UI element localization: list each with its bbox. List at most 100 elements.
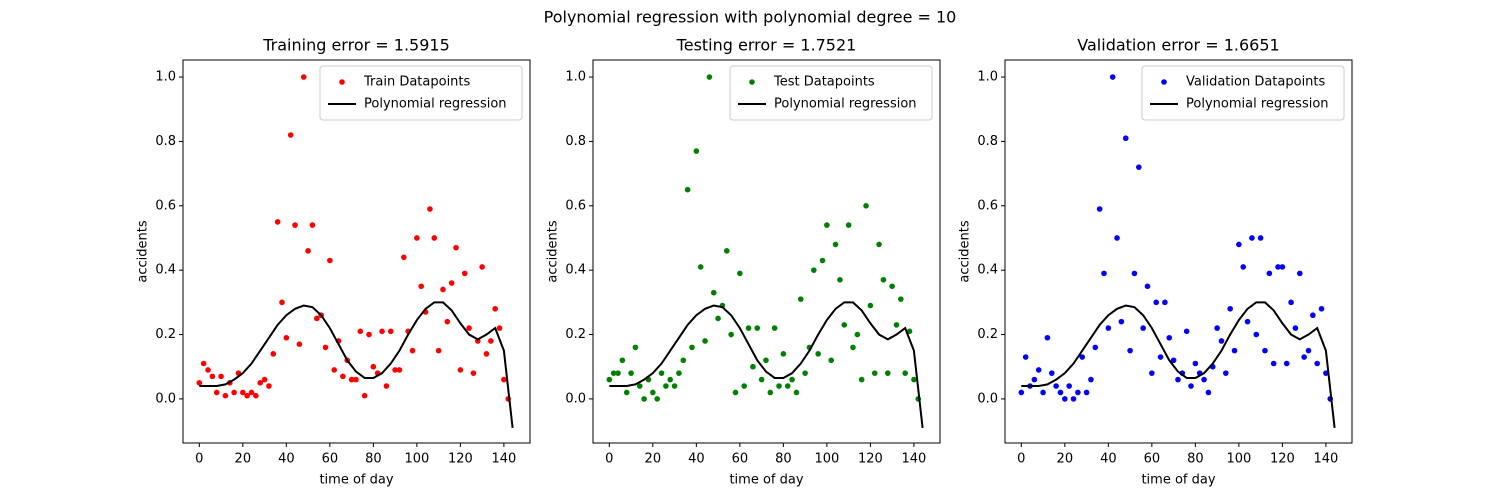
data-point <box>1188 383 1194 389</box>
data-point <box>427 206 433 212</box>
x-tick-label: 40 <box>278 452 295 467</box>
data-point <box>1079 354 1086 360</box>
data-point <box>1040 389 1046 396</box>
y-tick-label: 1.0 <box>565 70 586 85</box>
data-point <box>313 315 320 322</box>
data-point <box>1018 389 1025 396</box>
x-tick-label: 0 <box>605 452 613 467</box>
x-tick-label: 40 <box>688 452 705 467</box>
data-point <box>867 302 874 309</box>
legend: Validation Datapoints Polynomial regressi… <box>1141 65 1345 121</box>
data-point <box>1101 270 1107 277</box>
data-point <box>222 392 229 399</box>
y-axis-label: accidents <box>546 220 561 282</box>
data-point <box>1162 299 1168 306</box>
x-tick-label: 0 <box>1017 452 1025 467</box>
data-point <box>418 283 425 290</box>
data-point <box>1105 325 1112 331</box>
data-point <box>401 254 407 261</box>
legend-swatch <box>339 79 345 85</box>
x-tick-label: 80 <box>1187 452 1204 467</box>
subplot-title: Training error = 1.5915 <box>262 36 450 55</box>
data-point <box>261 376 268 383</box>
data-point <box>1149 370 1155 376</box>
data-point <box>1227 305 1233 312</box>
data-point <box>1257 235 1264 241</box>
data-point <box>815 351 821 357</box>
x-tick-label: 140 <box>1313 452 1338 467</box>
data-point <box>218 373 224 380</box>
data-point <box>1122 135 1129 142</box>
data-point <box>1075 389 1081 396</box>
data-point <box>889 283 895 290</box>
data-point <box>615 370 621 376</box>
data-point <box>902 370 908 376</box>
data-point <box>658 370 665 376</box>
y-tick-label: 0.4 <box>565 263 586 278</box>
data-point <box>880 277 887 283</box>
data-point <box>483 351 490 357</box>
subplot: Validation error = 1.6651 time of day acci… <box>958 36 1353 488</box>
data-point <box>205 367 211 373</box>
data-point <box>1183 328 1190 335</box>
data-point <box>461 270 468 277</box>
data-point <box>248 389 255 396</box>
data-point <box>274 219 281 225</box>
y-tick-label: 1.0 <box>155 70 176 85</box>
data-point <box>1144 283 1151 290</box>
data-point <box>854 331 861 338</box>
data-point <box>479 264 485 270</box>
data-point <box>763 357 769 364</box>
data-point <box>1201 376 1207 383</box>
data-point <box>300 74 307 80</box>
data-point <box>793 389 800 396</box>
data-point <box>650 389 656 396</box>
data-point <box>366 331 372 338</box>
subplot: Training error = 1.5915 time of day accide… <box>136 36 531 488</box>
data-point <box>850 344 856 351</box>
data-point <box>370 363 377 370</box>
data-point <box>771 325 778 331</box>
y-tick-label: 0.0 <box>155 391 176 406</box>
data-point <box>466 325 472 331</box>
x-tick-label: 140 <box>491 452 516 467</box>
data-point <box>1262 347 1268 354</box>
data-point <box>231 389 237 396</box>
y-tick-label: 0.8 <box>565 134 586 149</box>
plot-area <box>1018 74 1336 428</box>
data-point <box>327 257 333 264</box>
data-point <box>196 380 203 386</box>
data-point <box>628 370 634 376</box>
legend-box <box>729 65 933 121</box>
axes-frame <box>1004 59 1353 444</box>
data-point <box>361 392 368 399</box>
x-tick-label: 100 <box>404 452 429 467</box>
subplot-title: Validation error = 1.6651 <box>1077 36 1279 55</box>
data-point <box>253 392 259 399</box>
data-point <box>1214 325 1220 331</box>
data-point <box>1296 270 1303 277</box>
data-point <box>680 357 687 364</box>
data-point <box>750 363 756 370</box>
data-point <box>1223 370 1229 376</box>
data-point <box>1270 360 1277 367</box>
data-point <box>623 389 630 396</box>
data-point <box>702 338 708 344</box>
data-point <box>353 376 359 383</box>
x-tick-label: 60 <box>732 452 749 467</box>
data-point <box>357 328 364 335</box>
data-point <box>1240 264 1247 270</box>
data-point <box>884 370 891 376</box>
x-axis-label: time of day <box>729 473 803 488</box>
data-point <box>837 277 843 283</box>
data-point <box>715 315 721 322</box>
data-point <box>828 357 835 364</box>
data-point <box>732 389 739 396</box>
y-tick-label: 0.6 <box>977 198 998 213</box>
data-point <box>331 367 338 373</box>
data-point <box>292 222 298 228</box>
legend-label: Train Datapoints <box>363 75 471 90</box>
data-point <box>1279 264 1286 270</box>
x-tick-label: 100 <box>1226 452 1251 467</box>
axes-frame <box>592 59 941 444</box>
